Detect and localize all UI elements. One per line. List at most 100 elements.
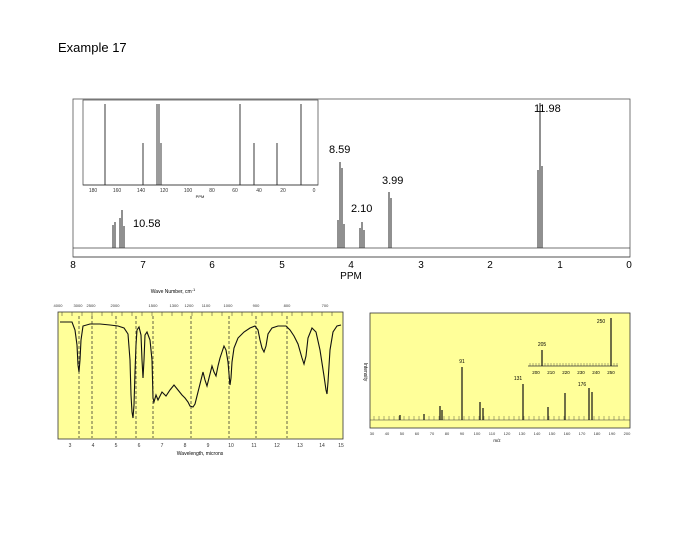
c13-tick: 20 <box>280 188 286 194</box>
ms-x-tick: 90 <box>460 431 465 436</box>
nmr-spectrum-panel: 11.98 8.59 3.99 2.10 10.58 8 7 6 5 4 3 2… <box>70 98 632 282</box>
ir-top-tick: 3000 <box>74 303 84 308</box>
ms-x-tick: 130 <box>519 431 526 436</box>
ir-bottom-tick: 4 <box>92 443 95 449</box>
nmr-label-399: 3.99 <box>382 175 403 187</box>
nmr-tick: 5 <box>279 260 285 271</box>
nmr-tick: 0 <box>626 260 632 271</box>
ir-top-tick: 800 <box>284 303 291 308</box>
c13-tick: 60 <box>232 188 238 194</box>
ms-y-label: Intensity <box>362 363 368 382</box>
ms-inset-tick: 230 <box>577 370 585 375</box>
ms-x-tick: 120 <box>504 431 511 436</box>
nmr-tick: 8 <box>70 260 76 271</box>
ir-top-tick: 900 <box>253 303 260 308</box>
ir-top-tick: 2000 <box>111 303 121 308</box>
ir-top-tick: 4000 <box>54 303 64 308</box>
c13-inset-frame <box>82 99 319 186</box>
ms-inset-tick: 240 <box>592 370 600 375</box>
c13-tick: 180 <box>89 188 98 194</box>
mass-spectrum-panel: Intensity <box>362 312 631 443</box>
ms-x-tick: 110 <box>489 431 496 436</box>
ir-bottom-tick: 15 <box>338 443 344 449</box>
ir-bottom-tick: 8 <box>184 443 187 449</box>
ir-spectrum-panel: Wave Number, cm-1 4000 3000 2500 2000 15… <box>54 287 344 457</box>
ir-top-tick: 1000 <box>224 303 234 308</box>
ir-top-tick: 2500 <box>87 303 97 308</box>
ms-inset-tick: 200 <box>532 370 540 375</box>
ms-x-tick: 80 <box>445 431 450 436</box>
ms-label-250: 250 <box>597 319 606 325</box>
nmr-label-1058: 10.58 <box>133 218 161 230</box>
nmr-tick: 3 <box>418 260 424 271</box>
c13-x-label: PPM <box>196 194 205 199</box>
ir-top-tick: 700 <box>322 303 329 308</box>
nmr-peaks <box>112 103 543 248</box>
ir-bottom-tick: 14 <box>319 443 325 449</box>
example-title: Example 17 <box>58 40 127 55</box>
nmr-label-859: 8.59 <box>329 144 350 156</box>
c13-inset: 180 160 140 120 100 80 60 40 20 0 PPM <box>82 99 319 199</box>
ir-bottom-tick: 9 <box>207 443 210 449</box>
ms-label-91: 91 <box>459 359 465 365</box>
c13-x-ticks: 180 160 140 120 100 80 60 40 20 0 <box>89 188 316 194</box>
ms-peaks <box>399 367 593 420</box>
nmr-x-label: PPM <box>340 271 362 282</box>
ir-top-tick: 1200 <box>185 303 195 308</box>
ir-frame <box>57 311 344 440</box>
ms-x-tick: 70 <box>430 431 435 436</box>
c13-tick: 120 <box>160 188 169 194</box>
ms-peak-labels: 91 131 176 205 250 <box>459 319 605 388</box>
ms-x-tick: 190 <box>609 431 616 436</box>
ms-inset-tick: 220 <box>562 370 570 375</box>
ms-x-tick: 140 <box>534 431 541 436</box>
ms-x-label: m/z <box>493 438 501 443</box>
ms-inset-tick: 210 <box>547 370 555 375</box>
ir-bottom-tick: 3 <box>69 443 72 449</box>
ms-x-tick: 40 <box>385 431 390 436</box>
ms-x-tick: 180 <box>594 431 601 436</box>
ir-dashed-guides <box>78 316 288 438</box>
ms-inset-tick: 250 <box>607 370 615 375</box>
ir-bottom-label: Wavelength, microns <box>177 451 224 457</box>
ir-bottom-tick: 12 <box>274 443 280 449</box>
ir-top-label: Wave Number, cm-1 <box>151 287 196 295</box>
ir-top-tick: 1500 <box>149 303 159 308</box>
ms-frame <box>369 312 631 429</box>
c13-tick: 100 <box>184 188 193 194</box>
ir-top-tick: 1100 <box>202 303 211 308</box>
nmr-label-1198: 11.98 <box>534 103 561 115</box>
ms-label-131: 131 <box>514 376 523 382</box>
nmr-tick: 2 <box>487 260 493 271</box>
nmr-tick: 1 <box>557 260 563 271</box>
ir-bottom-tick: 5 <box>115 443 118 449</box>
ms-x-tick: 170 <box>579 431 586 436</box>
ir-bottom-tick: 7 <box>161 443 164 449</box>
ms-x-tick: 30 <box>370 431 375 436</box>
c13-tick: 160 <box>113 188 122 194</box>
ms-x-tick: 100 <box>474 431 481 436</box>
nmr-x-ticks: 8 7 6 5 4 3 2 1 0 <box>70 260 632 271</box>
c13-tick: 40 <box>256 188 262 194</box>
nmr-label-210: 2.10 <box>351 203 372 215</box>
ms-label-205: 205 <box>538 342 547 348</box>
ms-x-tick: 160 <box>564 431 571 436</box>
ms-label-176: 176 <box>578 382 587 388</box>
nmr-tick: 4 <box>348 260 354 271</box>
nmr-tick: 7 <box>140 260 146 271</box>
ir-transmittance-curve <box>60 321 342 419</box>
ms-x-tick: 200 <box>624 431 631 436</box>
ir-top-ticks: 4000 3000 2500 2000 1500 1300 1200 1100 … <box>54 303 330 308</box>
ir-top-tick: 1300 <box>170 303 180 308</box>
ir-bottom-tick: 13 <box>297 443 303 449</box>
c13-tick: 0 <box>313 188 316 194</box>
ms-x-tick: 50 <box>400 431 405 436</box>
ms-x-ticks: 30 40 50 60 70 80 90 100 110 120 130 140… <box>370 431 631 436</box>
ir-bottom-ticks: 3 4 5 6 7 8 9 10 11 12 13 14 15 <box>69 443 344 449</box>
ms-x-tick: 60 <box>415 431 420 436</box>
ms-inset-scale: 200 210 220 230 240 250 <box>528 318 618 375</box>
ms-inset-ticks: 200 210 220 230 240 250 <box>532 370 615 375</box>
c13-tick: 80 <box>209 188 215 194</box>
ms-x-tick: 150 <box>549 431 556 436</box>
